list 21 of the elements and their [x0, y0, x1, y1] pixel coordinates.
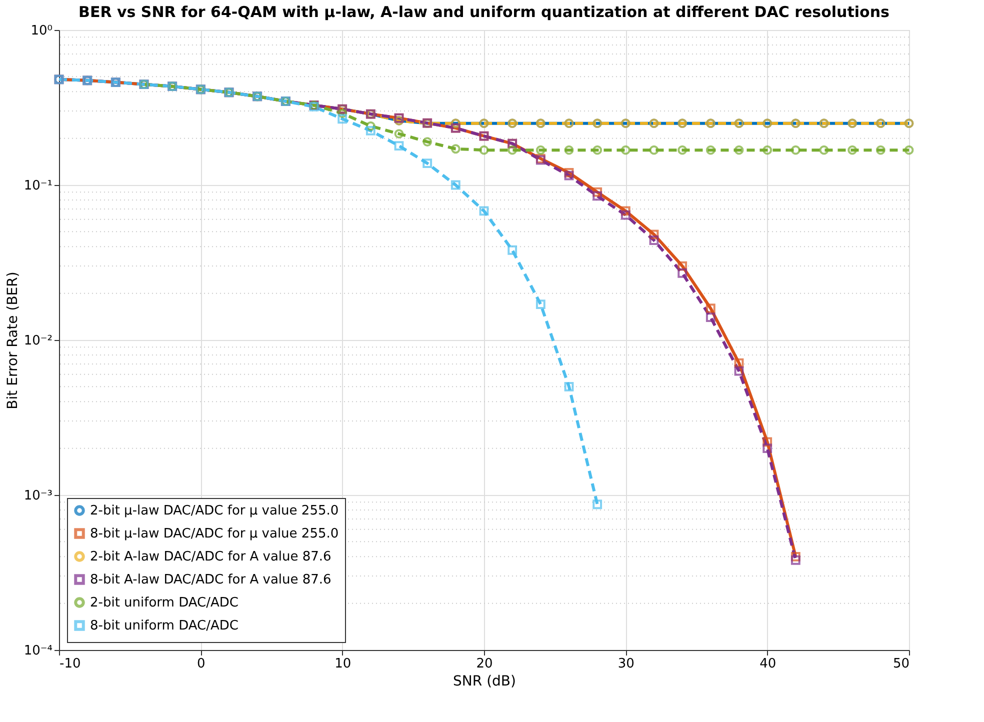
legend-label: 8-bit A-law DAC/ADC for A value 87.6 — [90, 572, 332, 588]
y-tick-label: 10⁻³ — [24, 488, 52, 504]
legend-label: 2-bit A-law DAC/ADC for A value 87.6 — [90, 550, 332, 564]
x-axis-title: SNR (dB) — [453, 674, 516, 690]
legend-label: 8-bit uniform DAC/ADC — [90, 618, 238, 634]
x-tick-label: -10 — [60, 656, 81, 672]
x-tick-label: 0 — [197, 656, 206, 672]
y-tick-label: 10⁻² — [24, 334, 52, 348]
legend-label: 2-bit uniform DAC/ADC — [90, 596, 238, 610]
legend-label: 8-bit μ-law DAC/ADC for μ value 255.0 — [90, 526, 339, 542]
y-axis-title: Bit Error Rate (BER) — [4, 272, 21, 410]
chart-title: BER vs SNR for 64-QAM with μ-law, A-law and uniform quantization at different DAC resolutions — [78, 3, 890, 21]
x-tick-label: 10 — [334, 656, 352, 672]
x-tick-label: 20 — [476, 656, 493, 672]
legend-label: 2-bit μ-law DAC/ADC for μ value 255.0 — [90, 504, 339, 518]
y-tick-label: 10⁰ — [30, 24, 52, 38]
x-tick-label: 30 — [618, 656, 634, 672]
y-tick-label: 10⁻¹ — [24, 178, 52, 194]
x-tick-label: 50 — [892, 656, 910, 672]
x-tick-label: 40 — [760, 656, 776, 672]
y-tick-label: 10⁻⁴ — [24, 644, 52, 658]
